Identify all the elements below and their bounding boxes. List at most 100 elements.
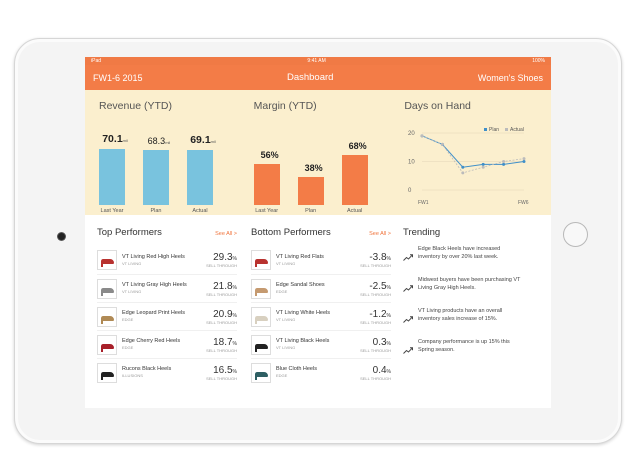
list-item[interactable]: Rucons Black Heels ILLUSIONS 16.5% SELL THR… — [97, 358, 237, 386]
margin-card[interactable]: Margin (YTD) 56% Last Year 38% Plan 68% Actua… — [246, 100, 401, 215]
sell-through-label: SELL THROUGH — [360, 375, 391, 381]
product-thumbnail — [251, 278, 271, 299]
sell-through-value: 0.3% — [360, 337, 391, 348]
list-item[interactable]: VT Living White Heels VT LIVING -1.2% SELL … — [251, 302, 391, 330]
bottom-performers: Bottom Performers See All > VT Living Re… — [245, 215, 399, 400]
bottom-title: Bottom Performers — [251, 227, 331, 238]
shoe-icon — [255, 287, 268, 293]
sell-through-label: SELL THROUGH — [206, 319, 237, 325]
product-brand: VT LIVING — [276, 317, 296, 323]
days-card[interactable]: Days on Hand 20 10 0 FW1 FW6 Plan Actual — [400, 100, 551, 215]
list-item[interactable]: Edge Leopard Print Heels EDGE 20.9% SELL TH… — [97, 302, 237, 330]
bottom-see-all-link[interactable]: See All > — [369, 231, 391, 237]
sell-through-metric: 0.3% SELL THROUGH — [360, 337, 391, 353]
period-button[interactable]: FW1-6 2015 — [93, 72, 143, 83]
margin-title: Margin (YTD) — [253, 100, 317, 112]
product-name: VT Living White Heels — [276, 310, 331, 317]
heel-icon — [101, 317, 103, 324]
list-item[interactable]: Blue Cloth Heels EDGE 0.4% SELL THROUGH — [251, 358, 391, 386]
product-name: VT Living Gray High Heels — [122, 282, 187, 289]
kpi-panel: Revenue (YTD) 70.1mil Last Year 68.3mil Pla… — [85, 90, 551, 215]
bar-value-unit: mil — [165, 140, 171, 145]
list-item[interactable]: VT Living Black Heels VT LIVING 0.3% SELL T… — [251, 330, 391, 358]
trend-text: Edge Black Heels have increased inventor… — [418, 246, 501, 260]
list-item[interactable]: VT Living Gray High Heels VT LIVING 21.8% S… — [97, 274, 237, 302]
product-thumbnail — [251, 250, 271, 270]
trend-up-icon — [403, 279, 413, 297]
trend-item[interactable]: VT Living products have an overall inven… — [403, 308, 543, 339]
heel-icon — [255, 261, 257, 267]
shoe-icon — [255, 259, 268, 264]
sell-through-label: SELL THROUGH — [360, 347, 391, 353]
list-item[interactable]: Edge Cherry Red Heels EDGE 18.7% SELL THROU… — [97, 330, 237, 358]
sell-through-number: 0.4 — [372, 364, 387, 376]
product-info: VT Living Red High Heels VT LIVING — [122, 254, 206, 266]
sell-through-value: 20.9% — [206, 309, 237, 320]
list-item[interactable]: VT Living Red Flats VT LIVING -3.8% SELL TH… — [251, 246, 391, 274]
sell-through-metric: 29.3% SELL THROUGH — [206, 252, 237, 268]
sell-through-value: 29.3% — [206, 252, 237, 263]
sell-through-value: -1.2% — [360, 309, 391, 320]
heel-icon — [255, 373, 257, 380]
revenue-bars: 70.1mil Last Year 68.3mil Plan 69.1mil Actual — [99, 125, 229, 225]
sell-through-label: SELL THROUGH — [360, 319, 391, 325]
data-point-actual — [482, 165, 486, 169]
shoe-icon — [255, 371, 268, 377]
sell-through-value: -2.5% — [360, 281, 391, 292]
product-info: Edge Leopard Print Heels EDGE — [122, 310, 206, 322]
product-info: Edge Cherry Red Heels EDGE — [122, 338, 206, 350]
sell-through-metric: -3.8% SELL THROUGH — [360, 252, 391, 268]
percent-sign: % — [386, 256, 391, 262]
heel-icon — [255, 289, 257, 296]
trend-item[interactable]: Company performance is up 15% this Sprin… — [403, 339, 543, 370]
status-bar: iPad 9:41 AM 100% — [85, 57, 551, 65]
bar — [253, 164, 280, 205]
shoe-icon — [101, 259, 114, 264]
bar-category-label: Actual — [347, 208, 363, 214]
days-on-hand-chart: 20 10 0 FW1 FW6 Plan Actual — [408, 127, 529, 206]
sell-through-label: SELL THROUGH — [206, 263, 237, 268]
shoe-icon — [101, 315, 114, 321]
product-info: Edge Sandal Shoes EDGE — [276, 282, 360, 294]
bar-value-label: 68.3mil — [139, 136, 179, 146]
data-point-actual — [522, 157, 526, 161]
top-see-all-link[interactable]: See All > — [215, 231, 237, 237]
data-point-actual — [461, 171, 465, 175]
category-button[interactable]: Women's Shoes — [477, 72, 543, 83]
sell-through-number: 29.3 — [213, 252, 233, 263]
trend-item[interactable]: Midwest buyers have been purchasing VT L… — [403, 277, 543, 308]
revenue-card[interactable]: Revenue (YTD) 70.1mil Last Year 68.3mil Pla… — [85, 100, 246, 215]
home-button[interactable] — [563, 222, 588, 247]
series-line-plan — [422, 135, 525, 168]
list-item[interactable]: VT Living Red High Heels VT LIVING 29.3% SE… — [97, 246, 237, 274]
product-thumbnail — [97, 278, 117, 299]
data-point-actual — [441, 142, 445, 146]
product-info: VT Living Gray High Heels VT LIVING — [122, 282, 206, 294]
bar-value-label: 70.1mil — [95, 133, 135, 145]
product-brand: EDGE — [122, 345, 134, 351]
bar-group: 70.1mil Last Year — [99, 133, 128, 214]
bar — [341, 155, 368, 205]
product-name: Blue Cloth Heels — [276, 366, 317, 373]
bar-value-unit: mil — [210, 139, 216, 144]
list-item[interactable]: Edge Sandal Shoes EDGE -2.5% SELL THROUGH — [251, 274, 391, 302]
top-performers: Top Performers See All > VT Living Red H… — [85, 215, 245, 400]
heel-icon — [101, 289, 103, 296]
product-thumbnail — [97, 250, 117, 270]
sell-through-number: 16.5 — [213, 364, 233, 376]
bar-category-label: Plan — [305, 208, 317, 214]
product-info: Blue Cloth Heels EDGE — [276, 366, 360, 378]
days-title: Days on Hand — [404, 100, 471, 112]
trend-up-icon — [403, 248, 413, 266]
percent-sign: % — [386, 368, 391, 375]
product-thumbnail — [97, 306, 117, 327]
sell-through-metric: 16.5% SELL THROUGH — [206, 365, 237, 381]
legend-label-actual: Actual — [510, 127, 524, 133]
trend-item[interactable]: Edge Black Heels have increased inventor… — [403, 246, 543, 277]
bar-group: 68% Actual — [341, 141, 368, 214]
data-point-plan — [482, 162, 486, 166]
product-thumbnail — [251, 306, 271, 327]
product-info: Rucons Black Heels ILLUSIONS — [122, 366, 206, 378]
heel-icon — [255, 345, 257, 352]
legend-label-plan: Plan — [489, 127, 499, 133]
